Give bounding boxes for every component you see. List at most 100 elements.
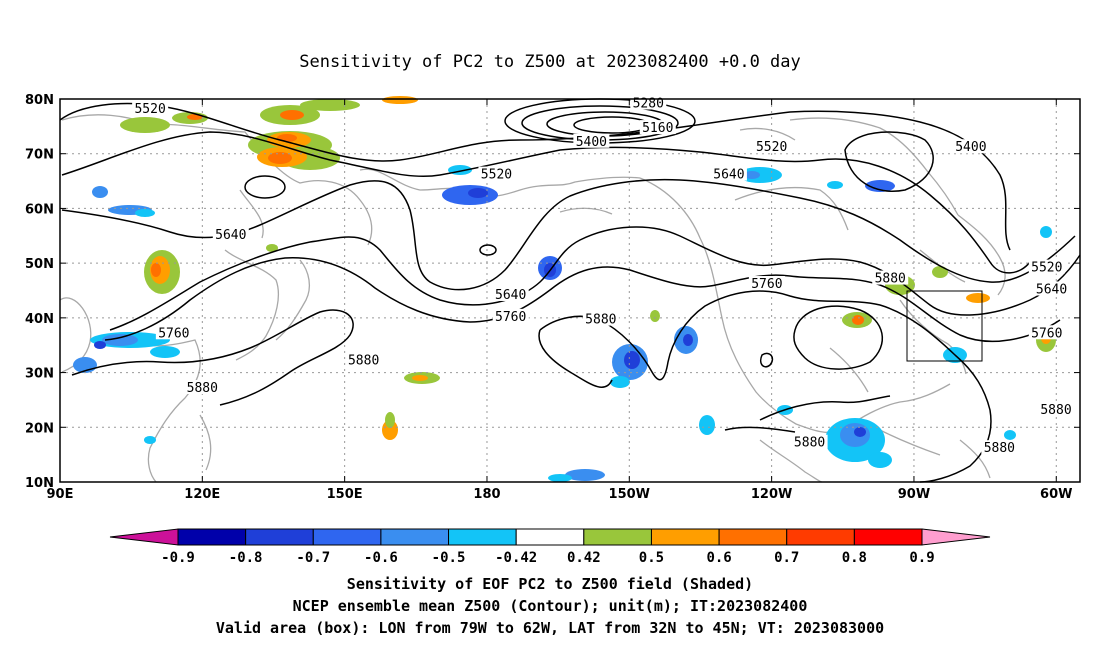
lon-tick-label: 90W [898,487,930,502]
contour-label: 5880 [984,441,1015,456]
sensitivity-patch [852,315,864,325]
sensitivity-patch [699,415,715,435]
contour-label-bg [710,166,747,181]
contour-label-bg [492,286,529,301]
colorbar-segment [515,528,585,546]
contour-label-bg [155,325,192,340]
coastlines [59,114,1006,483]
sensitivity-patch [382,96,418,104]
contour-label: 5520 [1031,261,1062,276]
colorbar-label: 0.9 [909,550,934,566]
colorbar-label: 0.42 [567,550,601,566]
contour-label: 5640 [713,168,744,183]
colorbar-label: -0.5 [432,550,466,566]
contour-label-bg [981,440,1018,455]
sensitivity-patch [268,152,292,164]
colorbar-label: -0.42 [495,550,537,566]
contour-label: 5400 [955,140,986,155]
sensitivity-patch [827,181,843,189]
colorbar-label: 0.8 [842,550,867,566]
lat-tick-label: 20N [25,421,54,436]
contour-label-bg [791,434,828,449]
contour-label-bg [492,308,529,323]
lat-tick-label: 10N [25,476,54,491]
colorbar-segment [718,528,788,546]
contour-label-bg [1028,325,1065,340]
contour-label: 5160 [642,121,673,136]
map-panel: 5520 5280 5160 5400 5520 5400 5520 5640 5640 5520… [25,93,1081,502]
contour-label-bg [1033,281,1070,296]
contour-label: 5760 [751,277,782,292]
contour-label: 5640 [495,288,526,303]
colorbar-triangle-low [109,528,179,546]
contour-label-bg [1028,259,1065,274]
contour-label: 5880 [875,272,906,287]
sensitivity-patch [94,341,106,349]
sensitivity-patch [932,266,948,278]
contour-label-bg [212,226,249,241]
sensitivity-patch [385,412,395,428]
sensitivity-patch [412,375,428,381]
colorbar-segment [853,528,923,546]
contour-label: 5880 [585,313,616,328]
sensitivity-patch [277,134,297,142]
contour-label: 5880 [1040,403,1071,418]
sensitivity-patch [1004,430,1016,440]
contour-label-bg [952,139,989,154]
contour-label: 5280 [633,96,664,111]
sensitivity-patch [92,186,108,198]
colorbar-label: 0.7 [774,550,799,566]
sensitivity-patch [300,99,360,111]
sensitivity-patch [266,244,278,252]
contour-label-bg [573,133,610,148]
contour-label: 5520 [756,140,787,155]
sensitivity-patch [548,474,572,482]
valid-area-box [906,290,983,362]
lon-tick-label: 150E [327,487,363,502]
sensitivity-patch [868,452,892,468]
lat-tick-label: 70N [25,148,54,163]
footer-line-2: NCEP ensemble mean Z500 (Contour); unit(… [293,597,808,615]
lat-tick-label: 80N [25,93,54,108]
sensitivity-patch [683,334,693,346]
sensitivity-patch [382,420,398,440]
sensitivity-patch [624,351,640,369]
lon-tick-label: 150W [609,487,650,502]
colorbar-label: 0.5 [639,550,664,566]
contour-label: 5400 [576,135,607,150]
sensitivity-patch [144,436,156,444]
colorbar-label: -0.9 [161,550,195,566]
colorbar-segment [786,528,855,546]
colorbar-label: 0.6 [706,550,731,566]
contour-label-bg [753,139,790,154]
contour-label-bg [184,379,221,394]
contour-label-bg [639,120,676,135]
sensitivity-patch [102,334,138,346]
sensitivity-patch [280,110,304,120]
lat-tick-label: 40N [25,312,54,327]
sensitivity-patch [966,293,990,303]
contour-label-bg [872,270,909,285]
lon-tick-label: 180 [473,487,500,502]
contour-label: 5640 [1036,283,1067,298]
contour-label: 5520 [481,168,512,183]
colorbar: -0.9 -0.8 -0.7 -0.6 -0.5 -0.42 0.42 0.5 0.6 0.7 0.… [109,528,991,566]
lon-tick-label: 120E [184,487,220,502]
contour-label-bg [582,311,619,326]
colorbar-segment [177,528,247,546]
colorbar-label: -0.6 [364,550,398,566]
contour-label: 5640 [215,228,246,243]
sensitivity-patch [650,310,660,322]
contour-label-bg [1038,401,1074,416]
contour-label-bg [748,276,785,291]
colorbar-triangle-high [921,528,991,546]
contour-label: 5760 [1031,326,1062,341]
lon-tick-label: 90E [47,487,74,502]
sensitivity-patch [610,376,630,388]
figure-title: Sensitivity of PC2 to Z500 at 2023082400… [299,52,801,72]
sensitivity-patch [1040,226,1052,238]
colorbar-segment [448,528,517,546]
lon-tick-label: 120W [751,487,792,502]
contour-label: 5520 [134,102,165,117]
